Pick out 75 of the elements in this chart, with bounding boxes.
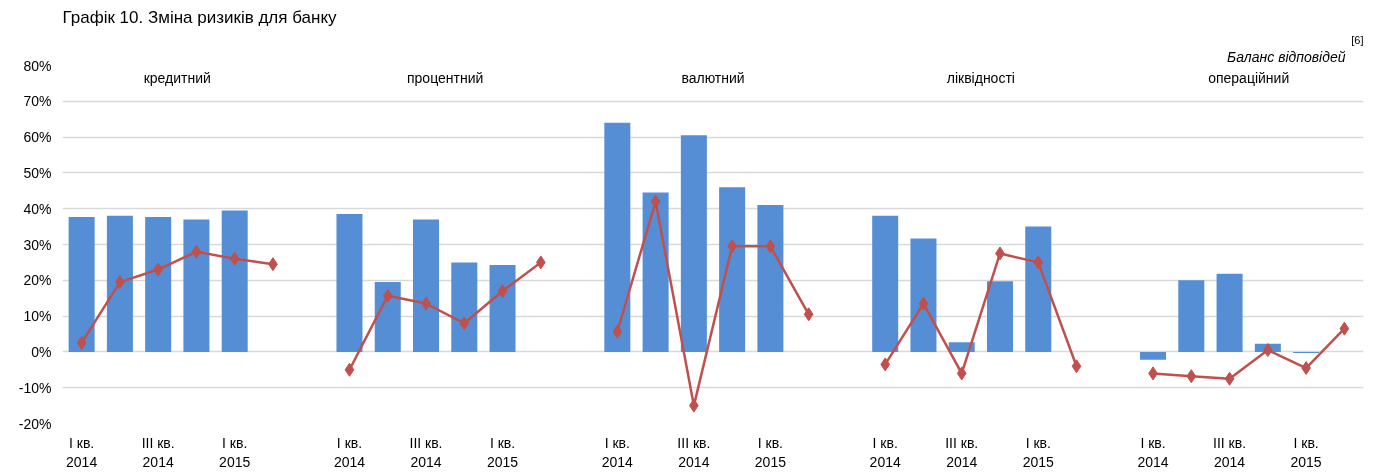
point (612, 324, 623, 339)
point (382, 288, 393, 303)
point (1033, 255, 1044, 270)
point (76, 335, 87, 350)
point (1339, 321, 1350, 336)
x-tick-label: I кв. 2014 (601, 434, 634, 470)
point (229, 251, 240, 266)
annotation: ліквідності (946, 70, 1015, 87)
point (1224, 371, 1235, 386)
point (650, 194, 661, 209)
x-tick-label: I кв. 2014 (66, 434, 98, 470)
bar (1178, 280, 1205, 352)
bar (221, 210, 248, 352)
bar (1140, 351, 1167, 360)
point (956, 366, 967, 381)
point (803, 307, 814, 322)
x-tick-label: III кв. 2014 (945, 434, 979, 470)
y-tick-label: 0% (31, 343, 52, 360)
y-tick-label: 30% (23, 236, 52, 253)
x-tick-label: I кв. 2014 (333, 434, 366, 470)
x-tick-label: I кв. 2015 (1022, 434, 1055, 470)
point (497, 284, 508, 299)
bar (910, 238, 937, 352)
bar (1025, 226, 1052, 352)
x-tick-label: III кв. 2014 (1213, 434, 1247, 470)
bar (374, 282, 401, 352)
point (191, 244, 202, 259)
x-tick-label: I кв. 2014 (869, 434, 901, 470)
x-tick-label: I кв. 2015 (1290, 434, 1322, 470)
bar (986, 281, 1013, 352)
bar (183, 219, 210, 352)
y-tick-label: 10% (23, 308, 52, 325)
y-tick-label: 20% (23, 272, 52, 289)
bar (642, 192, 669, 352)
y-tick-label: 70% (23, 93, 52, 110)
bar (604, 122, 631, 352)
bar (336, 214, 363, 352)
bar (68, 216, 95, 352)
chart-subtitle: Баланс відповідей[6] (1227, 33, 1364, 65)
y-tick-label: -20% (18, 415, 52, 432)
y-tick-label: 40% (23, 200, 52, 217)
x-tick-label: I кв. 2014 (1137, 434, 1169, 470)
bar (719, 187, 746, 352)
point (918, 296, 929, 311)
annotation: процентний (406, 70, 484, 87)
bar (145, 216, 172, 352)
bar (680, 135, 707, 352)
point (535, 255, 546, 270)
bar (106, 215, 133, 352)
point (765, 239, 776, 254)
y-tick-label: 50% (23, 164, 52, 181)
y-tick-label: -10% (18, 379, 52, 396)
x-tick-label: I кв. 2015 (219, 434, 251, 470)
x-tick-label: I кв. 2015 (754, 434, 787, 470)
bar (489, 264, 516, 352)
annotation: валютний (681, 70, 745, 87)
x-tick-label: I кв. 2015 (486, 434, 519, 470)
y-tick-label: 80% (23, 57, 52, 74)
bar (413, 219, 440, 352)
y-tick-label: 60% (23, 129, 52, 146)
annotation: операційний (1208, 70, 1290, 87)
x-tick-label: III кв. 2014 (141, 434, 175, 470)
annotation: кредитний (143, 70, 211, 87)
x-tick-label: III кв. 2014 (677, 434, 711, 470)
chart-title: Графік 10. Зміна ризиків для банку (62, 7, 338, 27)
point (1186, 369, 1197, 384)
x-tick-label: III кв. 2014 (409, 434, 443, 470)
point (344, 362, 355, 377)
bar (757, 205, 784, 352)
point (880, 357, 891, 372)
point (459, 316, 470, 331)
bar (451, 262, 478, 352)
bar (1216, 273, 1243, 352)
point (1071, 359, 1082, 374)
bar (872, 215, 899, 352)
